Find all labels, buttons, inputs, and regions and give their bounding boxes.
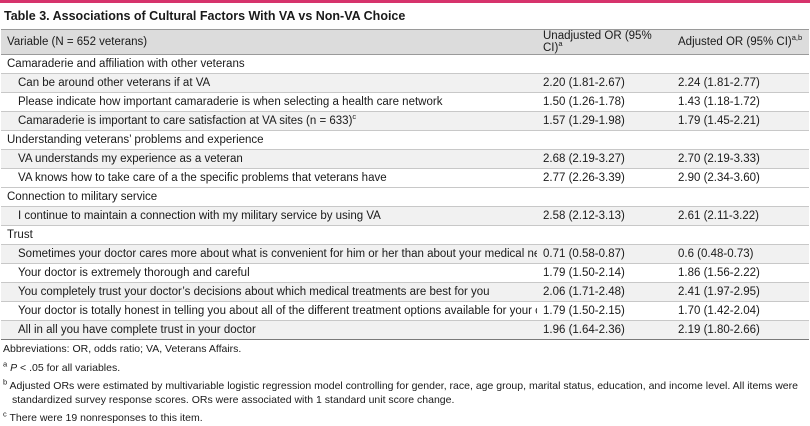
- results-table: Variable (N = 652 veterans) Unadjusted O…: [1, 29, 809, 340]
- table-header-row: Variable (N = 652 veterans) Unadjusted O…: [1, 29, 809, 55]
- header-adjusted-footnote: a,b: [791, 33, 803, 43]
- footnote-b: b Adjusted ORs were estimated by multiva…: [3, 377, 798, 406]
- category-row: Trust: [1, 225, 809, 245]
- abbreviations-note: Abbreviations: OR, odds ratio; VA, Veter…: [3, 343, 242, 355]
- table-row: Please indicate how important camaraderi…: [1, 92, 809, 112]
- table-title: Table 3. Associations of Cultural Factor…: [4, 9, 406, 23]
- table-row: You completely trust your doctor’s decis…: [1, 282, 809, 302]
- footnote-c: c There were 19 nonresponses to this ite…: [3, 409, 203, 424]
- category-row: Camaraderie and affiliation with other v…: [1, 54, 809, 74]
- table-row: Camaraderie is important to care satisfa…: [1, 111, 809, 131]
- table-row: I continue to maintain a connection with…: [1, 206, 809, 226]
- table-row: VA knows how to take care of a the speci…: [1, 168, 809, 188]
- table-row: Your doctor is totally honest in telling…: [1, 301, 809, 321]
- table-row: VA understands my experience as a vetera…: [1, 149, 809, 169]
- category-row: Understanding veterans’ problems and exp…: [1, 130, 809, 150]
- category-row: Connection to military service: [1, 187, 809, 207]
- table-footnotes: Abbreviations: OR, odds ratio; VA, Veter…: [0, 340, 810, 426]
- header-unadjusted-footnote: a: [558, 39, 563, 49]
- table-row: Can be around other veterans if at VA 2.…: [1, 73, 809, 93]
- title-rule: [0, 0, 810, 3]
- footnote-a: a P < .05 for all variables.: [3, 359, 121, 374]
- header-adjusted: Adjusted OR (95% CI)a,b: [672, 29, 809, 55]
- table-row: Sometimes your doctor cares more about w…: [1, 244, 809, 264]
- table-row: All in all you have complete trust in yo…: [1, 320, 809, 340]
- footnote-c-marker: c: [352, 112, 357, 122]
- table-row: Your doctor is extremely thorough and ca…: [1, 263, 809, 283]
- header-variable: Variable (N = 652 veterans): [1, 29, 537, 55]
- header-unadjusted: Unadjusted OR (95% CI)a: [537, 29, 672, 55]
